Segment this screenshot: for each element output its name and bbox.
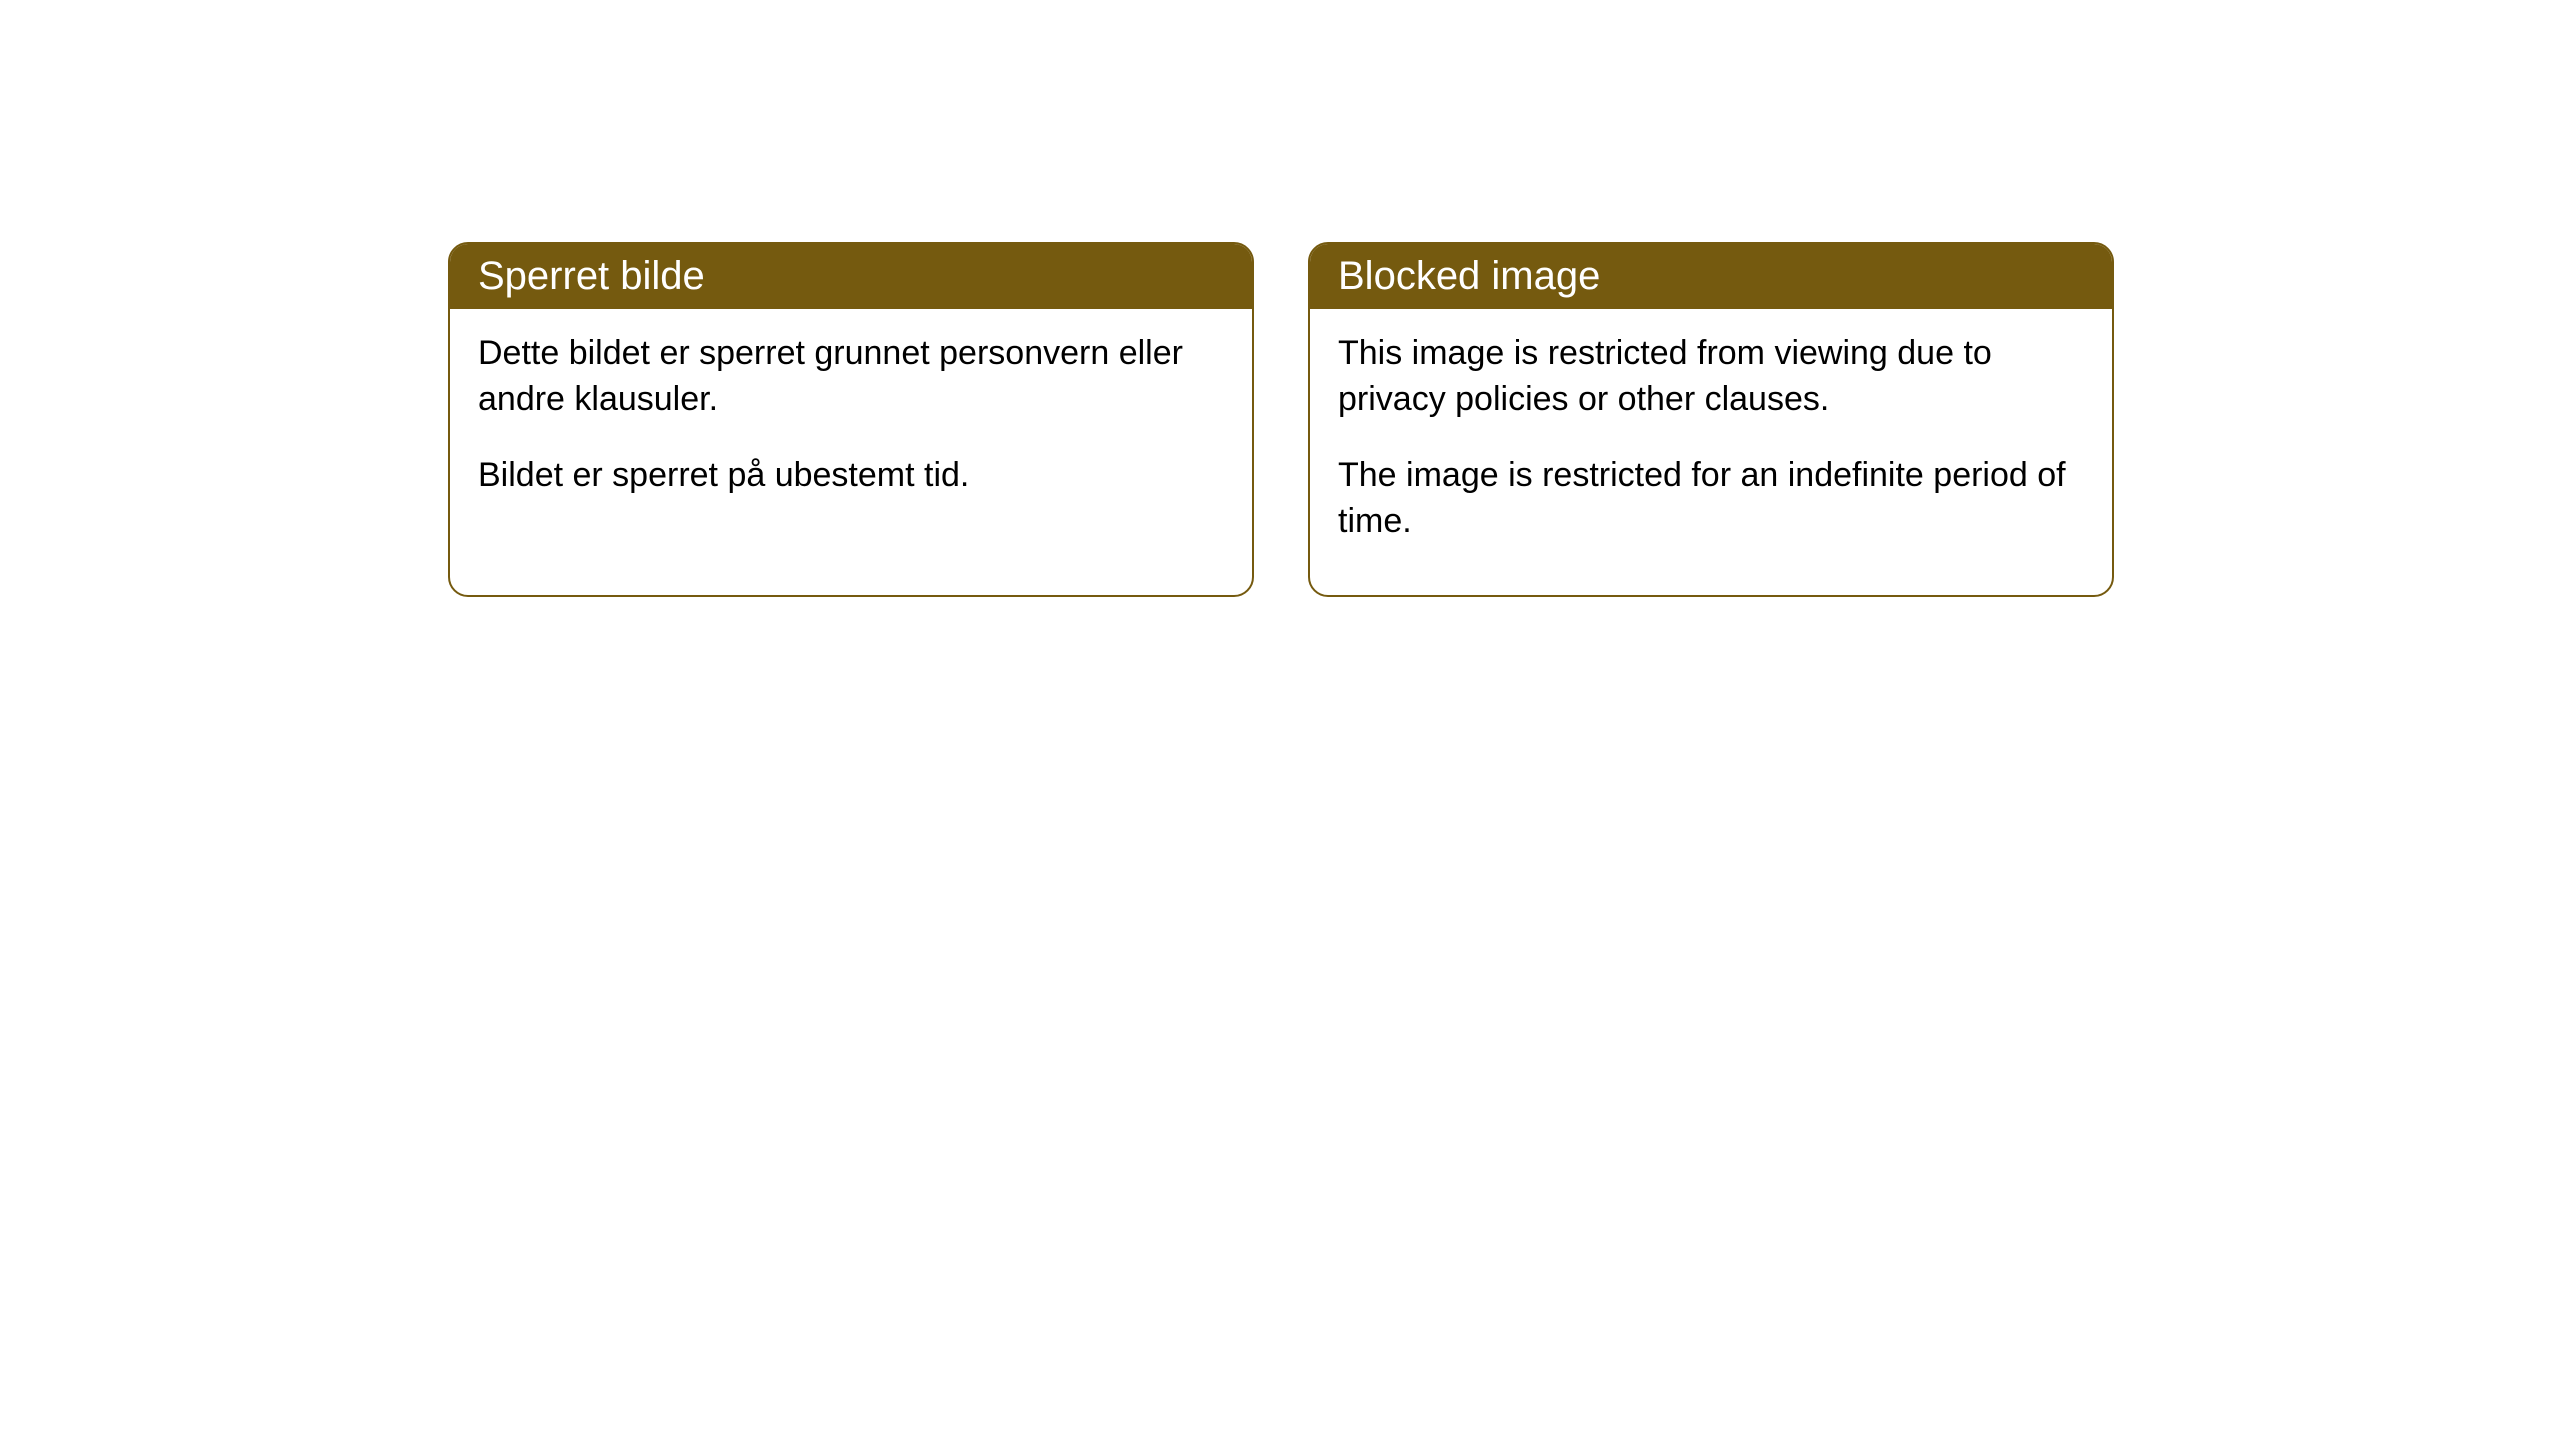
card-body: Dette bildet er sperret grunnet personve…: [450, 309, 1252, 549]
notice-card-norwegian: Sperret bilde Dette bildet er sperret gr…: [448, 242, 1254, 597]
card-paragraph: Bildet er sperret på ubestemt tid.: [478, 453, 1224, 499]
card-title: Sperret bilde: [450, 244, 1252, 309]
notice-cards-container: Sperret bilde Dette bildet er sperret gr…: [448, 242, 2114, 597]
card-body: This image is restricted from viewing du…: [1310, 309, 2112, 595]
card-paragraph: This image is restricted from viewing du…: [1338, 331, 2084, 423]
notice-card-english: Blocked image This image is restricted f…: [1308, 242, 2114, 597]
card-paragraph: Dette bildet er sperret grunnet personve…: [478, 331, 1224, 423]
card-title: Blocked image: [1310, 244, 2112, 309]
card-paragraph: The image is restricted for an indefinit…: [1338, 453, 2084, 545]
